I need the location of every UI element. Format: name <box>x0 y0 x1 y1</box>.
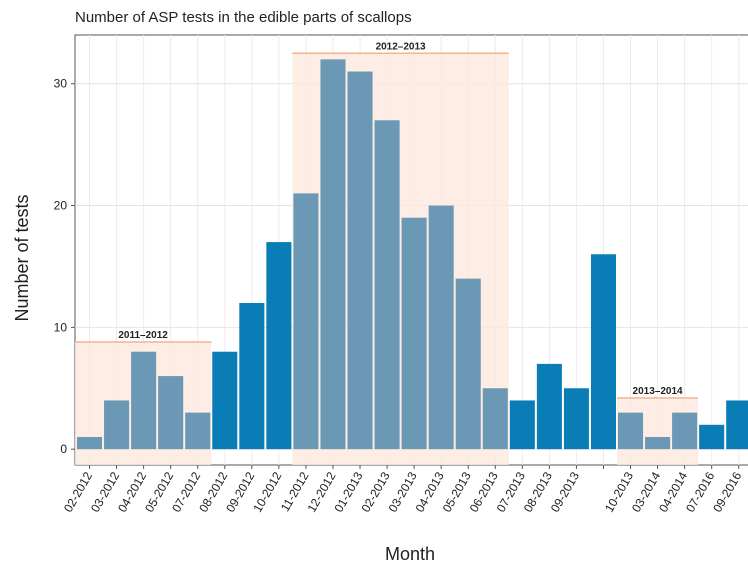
bar <box>482 388 508 450</box>
bar <box>212 351 238 450</box>
bar <box>645 436 671 450</box>
bar <box>455 278 481 450</box>
bar <box>536 363 562 450</box>
bar <box>185 412 211 450</box>
bar <box>320 59 346 450</box>
bar <box>104 400 130 450</box>
y-axis-label: Number of tests <box>12 194 32 321</box>
bar <box>699 424 725 450</box>
bar <box>374 120 400 450</box>
bar <box>618 412 644 450</box>
bar <box>726 400 748 450</box>
bar <box>509 400 535 450</box>
x-axis-label: Month <box>385 544 435 564</box>
bar <box>266 242 292 450</box>
bar <box>239 302 265 450</box>
bar <box>131 351 157 450</box>
bar <box>428 205 454 450</box>
y-tick-label: 20 <box>54 199 68 213</box>
bar <box>293 193 319 450</box>
season-label: 2011–2012 <box>118 330 168 341</box>
season-label: 2012–2013 <box>376 41 426 52</box>
chart-title: Number of ASP tests in the edible parts … <box>75 9 412 26</box>
bar <box>401 217 427 450</box>
bar <box>590 254 616 450</box>
bar <box>77 436 103 450</box>
bar <box>158 376 184 450</box>
y-tick-label: 10 <box>54 320 68 334</box>
season-label: 2013–2014 <box>633 386 683 397</box>
bar <box>672 412 698 450</box>
y-tick-label: 0 <box>60 442 67 456</box>
bar <box>563 388 589 450</box>
y-tick-label: 30 <box>54 77 68 91</box>
bar <box>347 71 373 450</box>
